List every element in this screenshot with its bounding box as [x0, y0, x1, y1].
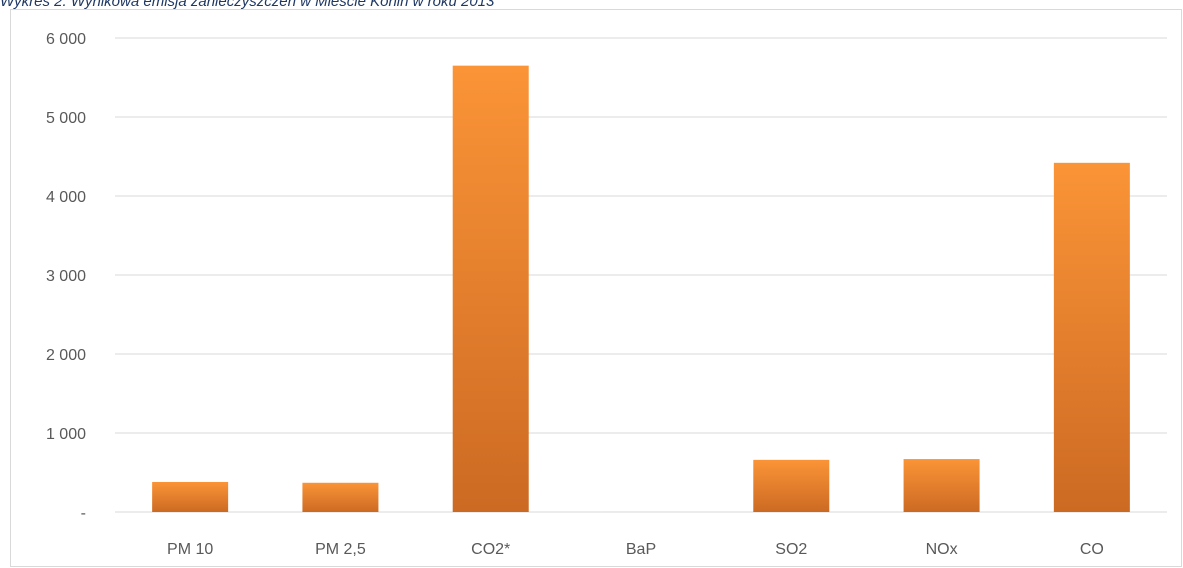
bar-nox	[903, 459, 980, 512]
bar-pm-2-5	[302, 482, 379, 512]
x-axis-tick-labels: PM 10 PM 2,5 CO2* BaP SO2 NOx CO	[167, 541, 1104, 558]
x-tick-label: SO2	[775, 541, 807, 558]
y-tick-label: 5 000	[46, 110, 86, 127]
y-tick-label: 1 000	[46, 426, 86, 443]
y-axis-tick-labels: - 1 000 2 000 3 000 4 000 5 000 6 000	[46, 31, 86, 522]
bar-pm-10	[152, 481, 229, 512]
bar-so2	[753, 459, 830, 512]
bar-co2	[452, 65, 529, 513]
bar-co	[1053, 162, 1130, 512]
x-tick-label: PM 10	[167, 541, 213, 558]
gridlines	[115, 37, 1167, 513]
chart-caption: Wykres 2. Wynikowa emisja zanieczyszczeń…	[0, 0, 495, 10]
x-tick-label: BaP	[626, 541, 656, 558]
chart-frame	[10, 9, 1182, 567]
y-tick-label: 6 000	[46, 31, 86, 48]
x-tick-label: NOx	[926, 541, 958, 558]
y-tick-label: 3 000	[46, 268, 86, 285]
x-tick-label: CO2*	[471, 541, 510, 558]
y-tick-label: -	[81, 505, 86, 522]
x-tick-label: CO	[1080, 541, 1104, 558]
y-tick-label: 4 000	[46, 189, 86, 206]
x-tick-label: PM 2,5	[315, 541, 366, 558]
y-tick-label: 2 000	[46, 347, 86, 364]
bars	[152, 65, 1130, 513]
